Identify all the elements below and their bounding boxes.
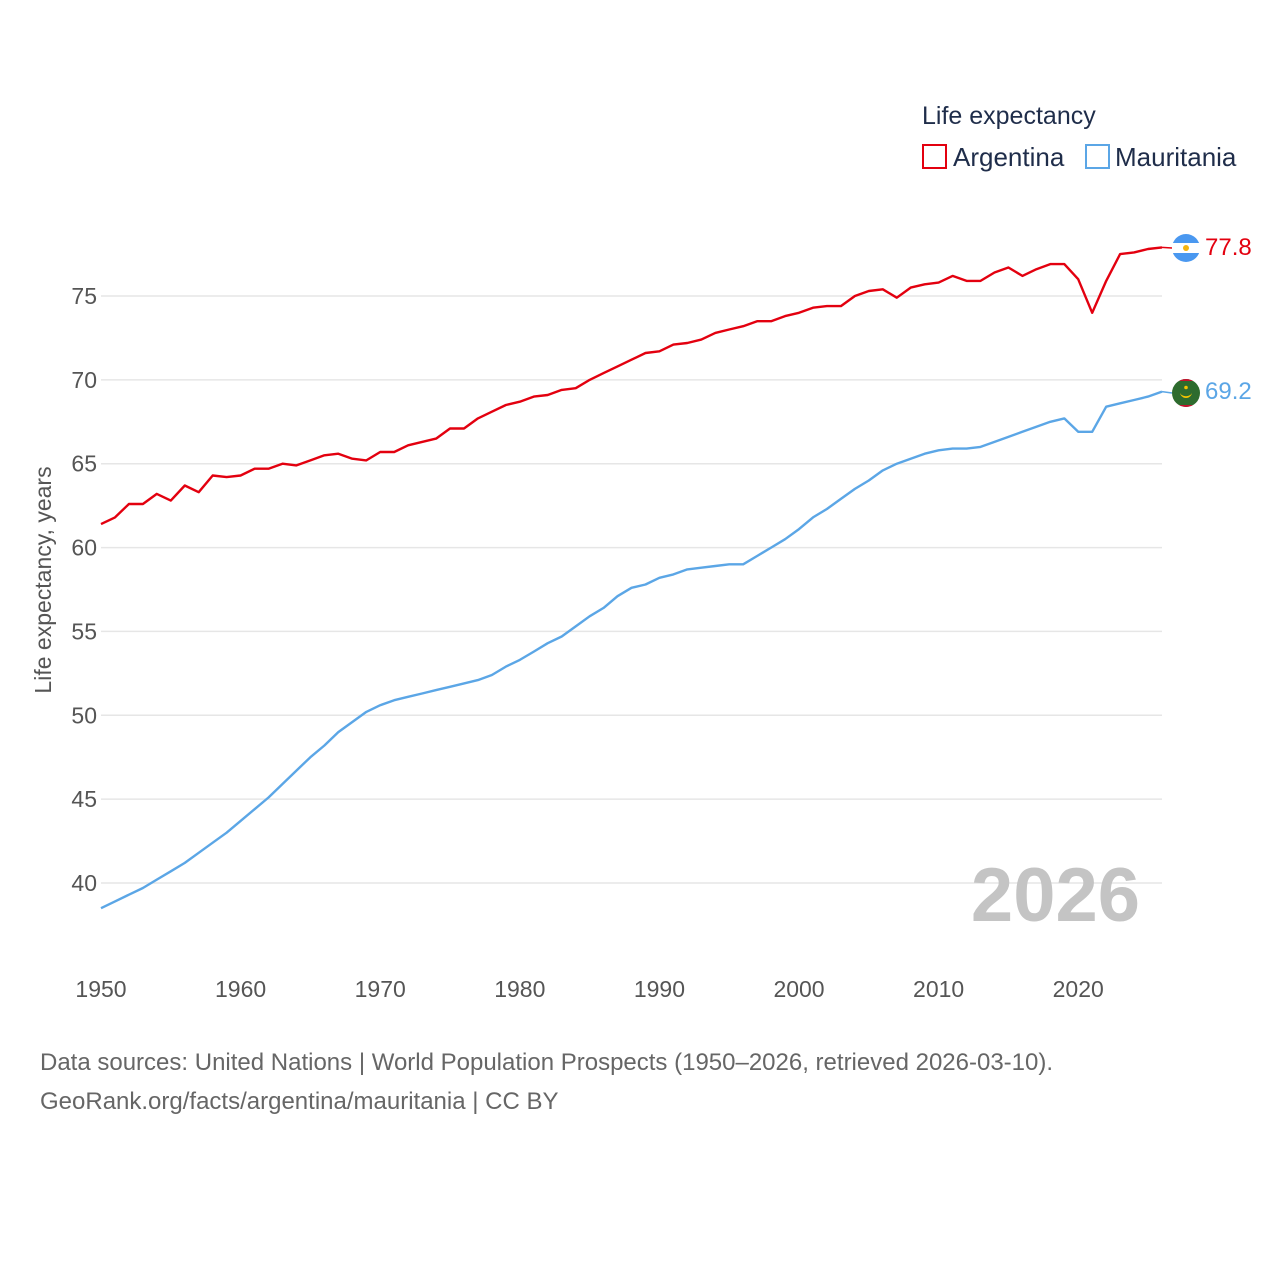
x-tick-label: 1950 bbox=[75, 976, 126, 1002]
y-tick-label: 40 bbox=[71, 870, 97, 896]
end-value-label-argentina: 77.8 bbox=[1205, 234, 1252, 261]
source-note: Data sources: United Nations | World Pop… bbox=[40, 1043, 1053, 1121]
x-tick-label: 1980 bbox=[494, 976, 545, 1002]
argentina-flag-icon bbox=[1172, 234, 1200, 262]
y-tick-label: 60 bbox=[71, 535, 97, 561]
end-connector-mauritania bbox=[1161, 390, 1173, 394]
series-line-mauritania[interactable] bbox=[100, 390, 1163, 910]
gridlines bbox=[101, 295, 1162, 884]
x-tick-label: 2000 bbox=[773, 976, 824, 1002]
series-line-argentina[interactable] bbox=[100, 246, 1163, 526]
end-connector-argentina bbox=[1161, 246, 1173, 249]
legend-label-mauritania[interactable]: Mauritania bbox=[1115, 142, 1237, 172]
x-tick-label: 1960 bbox=[215, 976, 266, 1002]
y-tick-label: 50 bbox=[71, 702, 97, 728]
x-tick-label: 2010 bbox=[913, 976, 964, 1002]
mauritania-flag-icon bbox=[1172, 379, 1200, 407]
current-year-watermark: 2026 bbox=[971, 853, 1140, 938]
end-value-label-mauritania: 69.2 bbox=[1205, 378, 1252, 405]
legend-label-argentina[interactable]: Argentina bbox=[953, 142, 1065, 172]
series-lines bbox=[100, 246, 1173, 910]
x-tick-label: 1970 bbox=[355, 976, 406, 1002]
source-line: Data sources: United Nations | World Pop… bbox=[40, 1049, 1054, 1076]
legend-swatch-mauritania[interactable] bbox=[1085, 144, 1110, 169]
x-tick-label: 1990 bbox=[634, 976, 685, 1002]
y-tick-label: 75 bbox=[71, 283, 97, 309]
y-tick-label: 55 bbox=[71, 618, 97, 644]
legend-title: Life expectancy bbox=[922, 102, 1096, 130]
y-tick-label: 70 bbox=[71, 367, 97, 393]
legend-swatch-argentina[interactable] bbox=[922, 144, 947, 169]
x-tick-label: 2020 bbox=[1053, 976, 1104, 1002]
legend: Life expectancy Argentina Mauritania bbox=[922, 102, 1237, 172]
y-axis-ticks: 40 45 50 55 60 65 70 75 bbox=[71, 283, 97, 896]
x-axis-ticks: 1950 1960 1970 1980 1990 2000 2010 2020 bbox=[75, 976, 1103, 1002]
y-axis-label: Life expectancy, years bbox=[30, 466, 56, 693]
credit-line[interactable]: GeoRank.org/facts/argentina/mauritania |… bbox=[40, 1088, 559, 1115]
y-tick-label: 65 bbox=[71, 451, 97, 477]
y-tick-label: 45 bbox=[71, 786, 97, 812]
